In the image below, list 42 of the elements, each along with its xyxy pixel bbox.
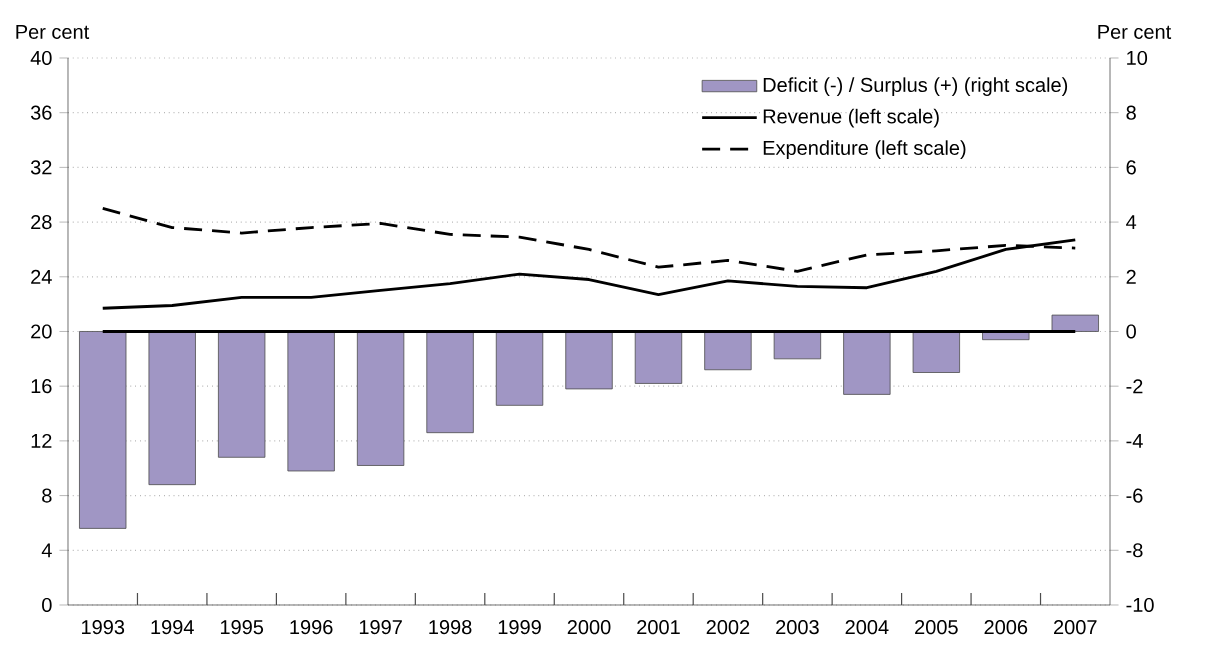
y2-tick-label: -4: [1126, 433, 1143, 448]
x-tick-label: 1995: [220, 620, 264, 635]
y-tick-label: 20: [31, 324, 52, 339]
x-tick-label: 1996: [290, 620, 333, 635]
x-tick-label: 2001: [637, 620, 680, 635]
y-tick-label: 4: [41, 543, 52, 558]
y-tick-label: 8: [42, 488, 52, 503]
y2-tick-label: 2: [1126, 269, 1136, 284]
y-tick-label: 0: [42, 597, 52, 613]
legend-label: Expenditure (left scale): [763, 140, 966, 159]
y2-tick-label: 0: [1126, 324, 1136, 339]
x-tick-label: 1994: [151, 620, 194, 635]
x-tick-label: 2003: [776, 620, 819, 635]
y2-tick-label: -8: [1126, 543, 1143, 558]
legend-label: Deficit (-) / Surplus (+) (right scale): [763, 77, 1068, 96]
y2-axis-title: Per cent: [1098, 24, 1172, 39]
y-axis-title: Per cent: [16, 24, 90, 39]
x-tick-label: 1998: [429, 620, 472, 635]
x-tick-label: 2007: [1054, 620, 1097, 635]
x-tick-label: 2004: [845, 620, 889, 635]
y-tick-label: 32: [30, 160, 52, 175]
y2-tick-label: 4: [1126, 215, 1137, 229]
y-tick-label: 24: [31, 269, 52, 284]
y2-tick-label: 8: [1126, 105, 1136, 120]
x-tick-label: 2000: [567, 620, 611, 635]
x-tick-label: 2005: [915, 620, 958, 635]
y-tick-label: 36: [30, 105, 52, 120]
x-tick-label: 1993: [82, 620, 125, 635]
x-tick-label: 2002: [706, 620, 750, 635]
y-tick-label: 16: [31, 379, 52, 394]
x-tick-label: 1997: [359, 620, 402, 635]
y-tick-label: 12: [31, 433, 52, 448]
x-tick-label: 1999: [498, 620, 541, 635]
x-tick-label: 2006: [984, 620, 1028, 635]
y-tick-label: 28: [31, 215, 52, 230]
legend-label: Revenue (left scale): [763, 108, 939, 128]
y-tick-label: 40: [30, 50, 52, 66]
y2-tick-label: -6: [1126, 488, 1143, 503]
y2-tick-label: -2: [1126, 379, 1143, 394]
y2-tick-label: 10: [1127, 50, 1148, 66]
y2-tick-label: 6: [1126, 160, 1136, 175]
y2-tick-label: -10: [1126, 597, 1154, 613]
